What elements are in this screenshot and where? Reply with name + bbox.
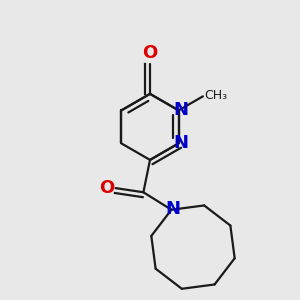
Text: N: N bbox=[174, 101, 189, 119]
Text: O: O bbox=[99, 179, 114, 197]
Text: N: N bbox=[174, 134, 189, 152]
Text: O: O bbox=[142, 44, 158, 62]
Text: CH₃: CH₃ bbox=[205, 89, 228, 102]
Text: N: N bbox=[165, 200, 180, 218]
